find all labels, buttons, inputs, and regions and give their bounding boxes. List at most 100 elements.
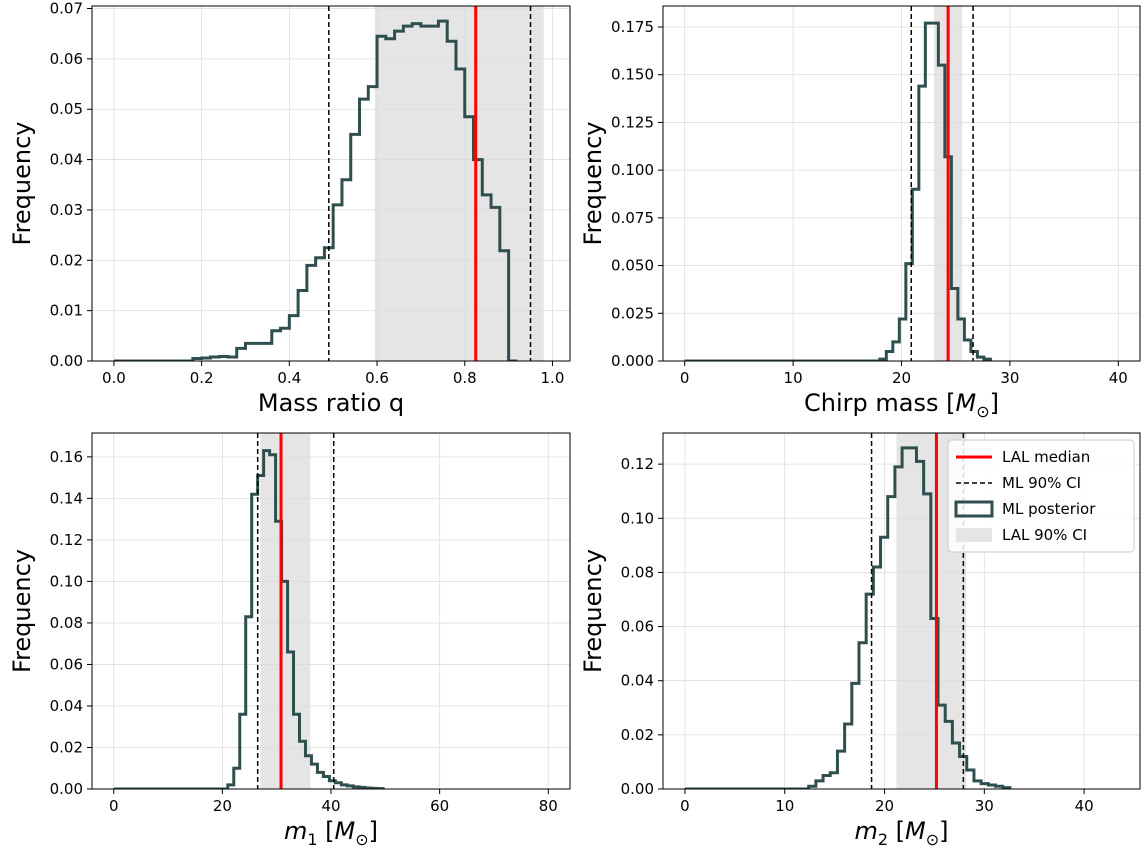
histogram-outline [684, 446, 1012, 789]
histogram-bin [412, 24, 421, 361]
y-tick-label: 0.04 [50, 151, 83, 169]
histogram-bin [938, 705, 945, 789]
y-tick-label: 0.06 [621, 618, 654, 636]
x-tick-label: 20 [213, 797, 232, 815]
histogram-bin [240, 714, 246, 789]
histogram-bin [830, 773, 837, 789]
y-axis-label: Frequency [8, 122, 36, 246]
y-axis-label: Frequency [579, 122, 607, 246]
histogram-bin [368, 87, 377, 361]
y-tick-label: 0.04 [621, 672, 654, 690]
y-tick-label: 0.12 [621, 455, 654, 473]
histogram-bin [228, 357, 237, 361]
x-tick-label: 30 [975, 797, 994, 815]
x-tick-label: 20 [875, 797, 894, 815]
histogram [113, 449, 385, 789]
histogram-bin [465, 117, 474, 361]
histogram-bin [974, 781, 981, 789]
y-tick-label: 0.075 [611, 209, 654, 227]
axes-frame [91, 5, 571, 362]
histogram-bin [816, 781, 823, 789]
histogram-bin [264, 451, 270, 789]
x-tick-label: 0 [109, 797, 119, 815]
x-tick-label: 0.0 [102, 369, 126, 387]
histogram-bin [341, 785, 347, 789]
y-tick-label: 0.03 [50, 201, 83, 219]
histogram-bin [421, 26, 430, 361]
histogram-bin [852, 683, 859, 789]
x-axis-label: Mass ratio q [258, 389, 404, 417]
x-tick-label: 0.8 [453, 369, 477, 387]
histogram-bin [272, 331, 281, 361]
x-tick-label: 0 [680, 369, 690, 387]
histogram-bin [263, 343, 272, 361]
histogram-bin [893, 342, 900, 361]
x-tick-label: 10 [775, 797, 794, 815]
y-tick-label: 0.01 [50, 302, 83, 320]
y-tick-label: 0.025 [611, 304, 654, 322]
y-tick-label: 0.00 [50, 780, 83, 798]
histogram-bin [902, 448, 909, 789]
histogram [684, 446, 1012, 789]
histogram-bin [859, 643, 866, 789]
histogram-bin [823, 775, 830, 789]
histogram-bin [899, 319, 906, 361]
histogram-bin [945, 721, 952, 789]
legend-box [947, 439, 1135, 553]
legend: LAL median ML 90% CI ML posterior LAL 90% C… [947, 439, 1135, 553]
histogram-bin [386, 39, 395, 361]
histogram-bin [288, 652, 294, 789]
histogram-bin [895, 467, 902, 789]
x-tick-label: 20 [892, 369, 911, 387]
y-tick-label: 0.125 [611, 113, 654, 131]
histogram-bin [342, 180, 351, 361]
legend-label: ML 90% CI [1002, 474, 1081, 492]
histogram-bin [837, 751, 844, 789]
y-tick-label: 0.10 [50, 572, 83, 590]
histogram-bin [500, 251, 509, 361]
x-tick-label: 0.2 [190, 369, 214, 387]
legend-swatch-ml-posterior [954, 500, 994, 518]
lal-ci-band [374, 6, 544, 361]
histogram-bin [988, 785, 995, 789]
panel-m1: 0 20 40 60 80 0.00 0.02 0.04 0.06 0.08 0.10 0.12 0.1… [8, 432, 571, 849]
y-axis-label: Frequency [8, 549, 36, 673]
histogram-bin [281, 328, 290, 361]
y-tick-label: 0.100 [611, 161, 654, 179]
histogram-bin [333, 205, 342, 361]
histogram-bin [219, 356, 228, 361]
histogram-bin [886, 351, 893, 361]
histogram-bin [258, 476, 264, 789]
x-tick-label: 80 [539, 797, 558, 815]
y-tick-label: 0.150 [611, 66, 654, 84]
histogram-outline [684, 21, 992, 361]
panel-chirp-mass: 0 10 20 30 40 0.000 0.025 0.050 0.075 0.100 0.125 0… [579, 5, 1141, 421]
y-tick-label: 0.02 [50, 251, 83, 269]
histogram-bin [938, 65, 945, 361]
histogram-bin [316, 258, 325, 361]
histogram-bin [377, 36, 386, 361]
x-tick-label: 40 [1075, 797, 1094, 815]
histogram-bin [958, 319, 965, 361]
y-tick-label: 0.06 [50, 50, 83, 68]
histogram-bin [932, 23, 939, 361]
histogram-bin [981, 784, 988, 789]
x-tick-label: 0.6 [365, 369, 389, 387]
histogram-bin [298, 291, 307, 361]
histogram-bin [234, 768, 240, 789]
histogram-bin [951, 288, 958, 361]
legend-label: LAL median [1002, 448, 1090, 466]
histogram-bin [924, 494, 931, 789]
legend-label: ML posterior [1002, 500, 1096, 518]
x-tick-label: 1.0 [541, 369, 565, 387]
histogram-bin [873, 567, 880, 789]
y-tick-label: 0.14 [50, 489, 83, 507]
histogram-bin [971, 351, 978, 361]
x-axis-label: m2 [M⊙] [854, 817, 948, 849]
y-tick-label: 0.06 [50, 655, 83, 673]
histogram [684, 21, 992, 361]
histogram-bin [845, 724, 852, 789]
x-tick-label: 10 [784, 369, 803, 387]
histogram-bin [228, 785, 234, 789]
